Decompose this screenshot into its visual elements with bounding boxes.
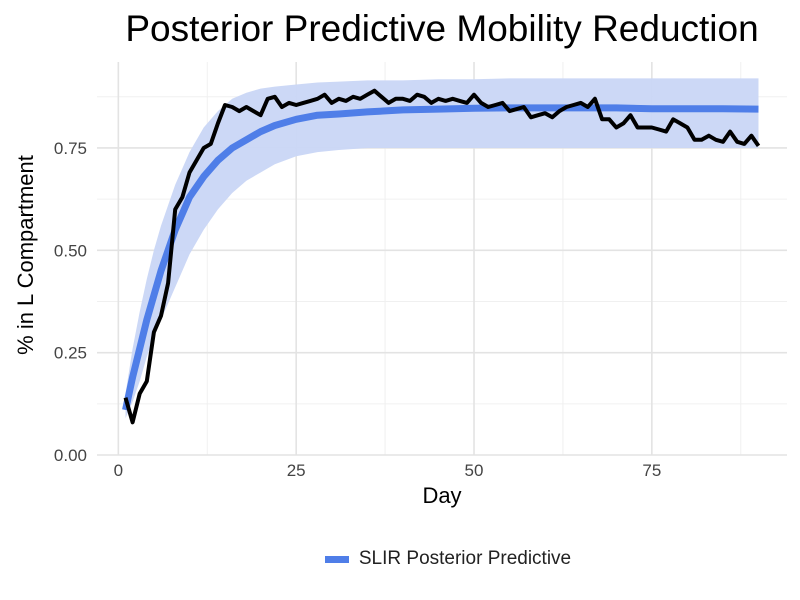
observed-group xyxy=(123,88,761,425)
y-tick-label: 0.00 xyxy=(54,446,87,465)
posterior-mean-line xyxy=(122,104,759,411)
legend-swatch-icon xyxy=(324,555,349,563)
x-tick-label: 25 xyxy=(287,461,306,480)
y-tick-label: 0.25 xyxy=(54,344,87,363)
chart-title: Posterior Predictive Mobility Reduction xyxy=(125,8,759,49)
posterior-mean-group xyxy=(122,104,759,411)
x-axis-label: Day xyxy=(422,483,461,508)
y-axis-label: % in L Compartment xyxy=(13,155,38,355)
x-tick-label: 50 xyxy=(465,461,484,480)
x-tick-label: 75 xyxy=(642,461,661,480)
y-tick-label: 0.75 xyxy=(54,139,87,158)
x-tick-label: 0 xyxy=(114,461,123,480)
legend: SLIR Posterior Predictive xyxy=(0,548,800,570)
credible-band-group xyxy=(125,78,759,419)
legend-label: SLIR Posterior Predictive xyxy=(358,548,572,569)
y-tick-label: 0.50 xyxy=(54,241,87,260)
observed-line xyxy=(123,88,761,425)
credible-band xyxy=(125,78,759,419)
x-axis-ticks: 0 25 50 75 xyxy=(114,461,662,480)
y-axis-ticks: 0.00 0.25 0.50 0.75 xyxy=(54,139,87,465)
